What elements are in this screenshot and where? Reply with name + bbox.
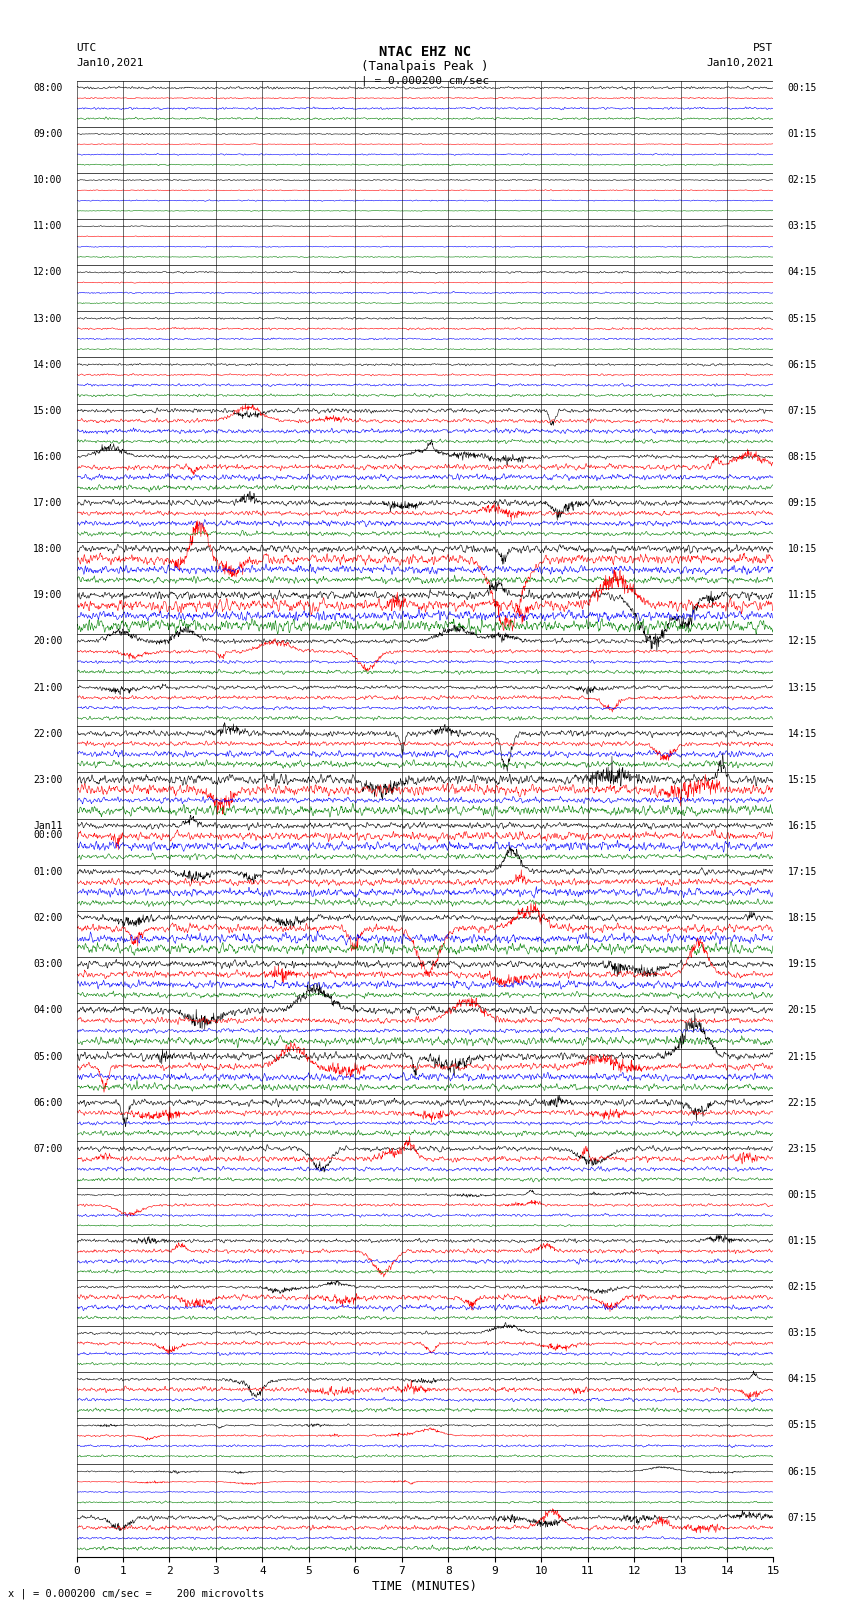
Text: 22:00: 22:00 bbox=[33, 729, 63, 739]
Text: 02:00: 02:00 bbox=[33, 913, 63, 923]
Text: 00:00: 00:00 bbox=[33, 821, 63, 840]
Text: 01:00: 01:00 bbox=[33, 868, 63, 877]
Text: 05:15: 05:15 bbox=[787, 313, 817, 324]
Text: 08:00: 08:00 bbox=[33, 82, 63, 94]
Text: 03:15: 03:15 bbox=[787, 1327, 817, 1339]
Text: Jan10,2021: Jan10,2021 bbox=[706, 58, 774, 68]
Text: 17:15: 17:15 bbox=[787, 868, 817, 877]
Text: 12:00: 12:00 bbox=[33, 268, 63, 277]
Text: 16:00: 16:00 bbox=[33, 452, 63, 461]
Text: Jan10,2021: Jan10,2021 bbox=[76, 58, 144, 68]
Text: 00:15: 00:15 bbox=[787, 82, 817, 94]
Text: 19:15: 19:15 bbox=[787, 960, 817, 969]
Text: 07:15: 07:15 bbox=[787, 406, 817, 416]
Text: 11:00: 11:00 bbox=[33, 221, 63, 231]
Text: 01:15: 01:15 bbox=[787, 1236, 817, 1245]
X-axis label: TIME (MINUTES): TIME (MINUTES) bbox=[372, 1581, 478, 1594]
Text: 07:15: 07:15 bbox=[787, 1513, 817, 1523]
Text: 23:15: 23:15 bbox=[787, 1144, 817, 1153]
Text: 04:15: 04:15 bbox=[787, 1374, 817, 1384]
Text: x | = 0.000200 cm/sec =    200 microvolts: x | = 0.000200 cm/sec = 200 microvolts bbox=[8, 1589, 264, 1598]
Text: 16:15: 16:15 bbox=[787, 821, 817, 831]
Text: 09:15: 09:15 bbox=[787, 498, 817, 508]
Text: 17:00: 17:00 bbox=[33, 498, 63, 508]
Text: 14:00: 14:00 bbox=[33, 360, 63, 369]
Text: 09:00: 09:00 bbox=[33, 129, 63, 139]
Text: | = 0.000200 cm/sec: | = 0.000200 cm/sec bbox=[361, 76, 489, 85]
Text: 13:00: 13:00 bbox=[33, 313, 63, 324]
Text: 05:15: 05:15 bbox=[787, 1421, 817, 1431]
Text: 18:15: 18:15 bbox=[787, 913, 817, 923]
Text: 20:15: 20:15 bbox=[787, 1005, 817, 1016]
Text: 13:15: 13:15 bbox=[787, 682, 817, 692]
Text: 06:00: 06:00 bbox=[33, 1097, 63, 1108]
Text: NTAC EHZ NC: NTAC EHZ NC bbox=[379, 45, 471, 58]
Text: 19:00: 19:00 bbox=[33, 590, 63, 600]
Text: PST: PST bbox=[753, 44, 774, 53]
Text: 21:00: 21:00 bbox=[33, 682, 63, 692]
Text: 22:15: 22:15 bbox=[787, 1097, 817, 1108]
Text: 04:15: 04:15 bbox=[787, 268, 817, 277]
Text: 03:00: 03:00 bbox=[33, 960, 63, 969]
Text: 06:15: 06:15 bbox=[787, 360, 817, 369]
Text: 21:15: 21:15 bbox=[787, 1052, 817, 1061]
Text: 18:00: 18:00 bbox=[33, 544, 63, 555]
Text: 03:15: 03:15 bbox=[787, 221, 817, 231]
Text: 02:15: 02:15 bbox=[787, 1282, 817, 1292]
Text: 04:00: 04:00 bbox=[33, 1005, 63, 1016]
Text: 11:15: 11:15 bbox=[787, 590, 817, 600]
Text: 15:15: 15:15 bbox=[787, 774, 817, 786]
Text: 20:00: 20:00 bbox=[33, 637, 63, 647]
Text: 23:00: 23:00 bbox=[33, 774, 63, 786]
Text: 07:00: 07:00 bbox=[33, 1144, 63, 1153]
Text: 14:15: 14:15 bbox=[787, 729, 817, 739]
Text: 02:15: 02:15 bbox=[787, 176, 817, 185]
Text: 01:15: 01:15 bbox=[787, 129, 817, 139]
Text: 05:00: 05:00 bbox=[33, 1052, 63, 1061]
Text: (Tanalpais Peak ): (Tanalpais Peak ) bbox=[361, 60, 489, 73]
Text: 15:00: 15:00 bbox=[33, 406, 63, 416]
Text: 08:15: 08:15 bbox=[787, 452, 817, 461]
Text: 00:15: 00:15 bbox=[787, 1190, 817, 1200]
Text: 12:15: 12:15 bbox=[787, 637, 817, 647]
Text: Jan11: Jan11 bbox=[33, 821, 63, 831]
Text: UTC: UTC bbox=[76, 44, 97, 53]
Text: 06:15: 06:15 bbox=[787, 1466, 817, 1476]
Text: 10:15: 10:15 bbox=[787, 544, 817, 555]
Text: 10:00: 10:00 bbox=[33, 176, 63, 185]
